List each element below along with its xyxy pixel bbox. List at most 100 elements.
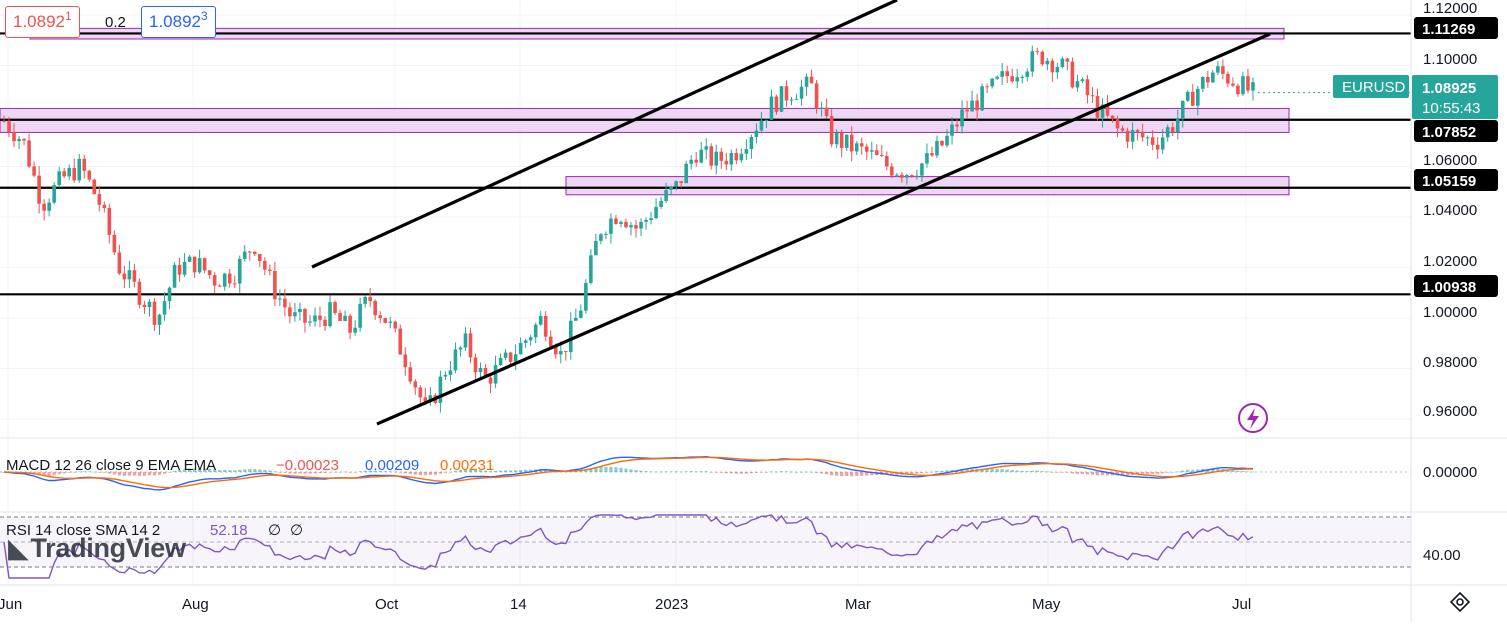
time-axis: Jun Aug Oct 14 2023 Mar May Jul — [0, 596, 1251, 613]
candle-body — [885, 155, 889, 167]
candle-body — [142, 304, 147, 308]
candle-body — [217, 285, 222, 287]
price-axis-label: 1.06000 — [1423, 152, 1477, 169]
sell-price: 1.0892 — [13, 12, 65, 31]
macd-histogram-bar — [789, 471, 794, 473]
candle-body — [253, 251, 257, 255]
level-tag-bg — [1414, 169, 1498, 191]
candle-body — [443, 374, 448, 377]
macd-histogram-bar — [965, 469, 969, 472]
macd-histogram-bar — [107, 472, 111, 474]
candle-body — [328, 302, 332, 327]
candle-body — [1130, 130, 1135, 142]
time-axis-label: 2023 — [655, 596, 688, 613]
candle-body — [759, 120, 764, 131]
bar-countdown: 10:55:43 — [1422, 100, 1480, 117]
candle-body — [1070, 61, 1075, 88]
candle-body — [774, 96, 779, 112]
candle-body — [1140, 131, 1145, 138]
macd-histogram-bar — [263, 469, 267, 472]
candle-body — [313, 315, 317, 322]
macd-histogram-bar — [1095, 472, 1100, 476]
time-axis-label: 14 — [510, 596, 527, 613]
macd-histogram-bar — [1226, 469, 1230, 472]
macd-histogram-bar — [233, 470, 237, 472]
candle-body — [478, 367, 483, 373]
candle-body — [528, 337, 533, 341]
macd-histogram-bar — [950, 469, 954, 472]
candle-body — [1190, 91, 1195, 106]
time-axis-label: Aug — [182, 596, 209, 613]
macd-histogram-bar — [604, 466, 608, 472]
candle-body — [1105, 104, 1110, 116]
level-tag: 1.05159 — [1422, 173, 1476, 190]
candle-body — [187, 256, 192, 262]
macd-legend: MACD 12 26 close 9 EMA EMA −0.00023 0.00… — [6, 457, 1477, 481]
macd-histogram-bar — [473, 469, 478, 472]
macd-histogram-bar — [67, 472, 71, 473]
candle-body — [1216, 66, 1220, 73]
candle-body — [398, 328, 403, 355]
macd-histogram-bar — [167, 472, 172, 473]
macd-histogram-bar — [980, 468, 984, 472]
candle-body — [829, 116, 834, 145]
candle-body — [654, 206, 658, 219]
macd-histogram-bar — [1156, 472, 1160, 474]
candle-body — [614, 218, 618, 224]
macd-histogram-bar — [1216, 468, 1220, 472]
candle-body — [247, 251, 252, 253]
candle-body — [448, 370, 453, 375]
rsi-axis-label: 40.00 — [1423, 547, 1461, 564]
macd-histogram-bar — [504, 470, 508, 472]
candle-body — [207, 270, 212, 276]
macd-histogram-bar — [1100, 472, 1105, 476]
candle-body — [649, 218, 653, 220]
channel-lines — [311, 0, 1271, 426]
macd-histogram-bar — [92, 471, 96, 473]
macd-histogram-bar — [147, 472, 152, 476]
macd-histogram-bar — [423, 472, 427, 476]
candle-body — [874, 150, 879, 155]
lightning-icon[interactable] — [1238, 403, 1268, 433]
macd-histogram-bar — [820, 472, 824, 474]
candle-body — [1100, 104, 1105, 118]
macd-histogram-bar — [1015, 470, 1019, 472]
candle-body — [995, 76, 999, 79]
candle-body — [192, 256, 197, 273]
rsi-legend: RSI 14 close SMA 14 2 52.18 ∅ ∅ 40.00 — [6, 522, 1461, 564]
macd-histogram-bar — [418, 472, 422, 476]
price-axis-label: 1.04000 — [1423, 202, 1477, 219]
candle-body — [890, 166, 894, 176]
macd-histogram-bar — [990, 468, 994, 472]
sell-price-box[interactable]: 1.08921 — [5, 6, 80, 38]
macd-histogram-bar — [1141, 472, 1145, 475]
macd-histogram-bar — [769, 471, 774, 473]
tradingview-logo-icon: ◣ — [8, 533, 29, 563]
candle-body — [1241, 76, 1245, 95]
candle-body — [1135, 130, 1140, 132]
macd-histogram-bar — [1075, 472, 1080, 474]
settings-icon[interactable] — [1449, 591, 1471, 613]
candle-body — [1030, 51, 1035, 72]
candle-body — [72, 167, 77, 181]
rsi-value: 52.18 — [210, 522, 248, 539]
buy-price-box[interactable]: 1.08923 — [141, 6, 216, 38]
macd-histogram-bar — [1125, 472, 1130, 476]
candle-body — [182, 261, 187, 275]
candle-body — [594, 240, 598, 256]
candle-body — [689, 159, 693, 164]
candle-body — [849, 134, 854, 152]
level-tag-bg — [1414, 17, 1498, 39]
candle-body — [423, 397, 428, 402]
candle-body — [147, 301, 152, 308]
macd-histogram-bar — [1191, 469, 1195, 472]
macd-histogram-bar — [664, 471, 668, 473]
candle-body — [278, 298, 282, 300]
macd-histogram-bar — [1231, 470, 1235, 472]
macd-histogram-bar — [177, 470, 182, 472]
candle-body — [674, 181, 678, 187]
macd-histogram-bar — [1065, 472, 1069, 473]
macd-histogram-bar — [739, 472, 743, 474]
